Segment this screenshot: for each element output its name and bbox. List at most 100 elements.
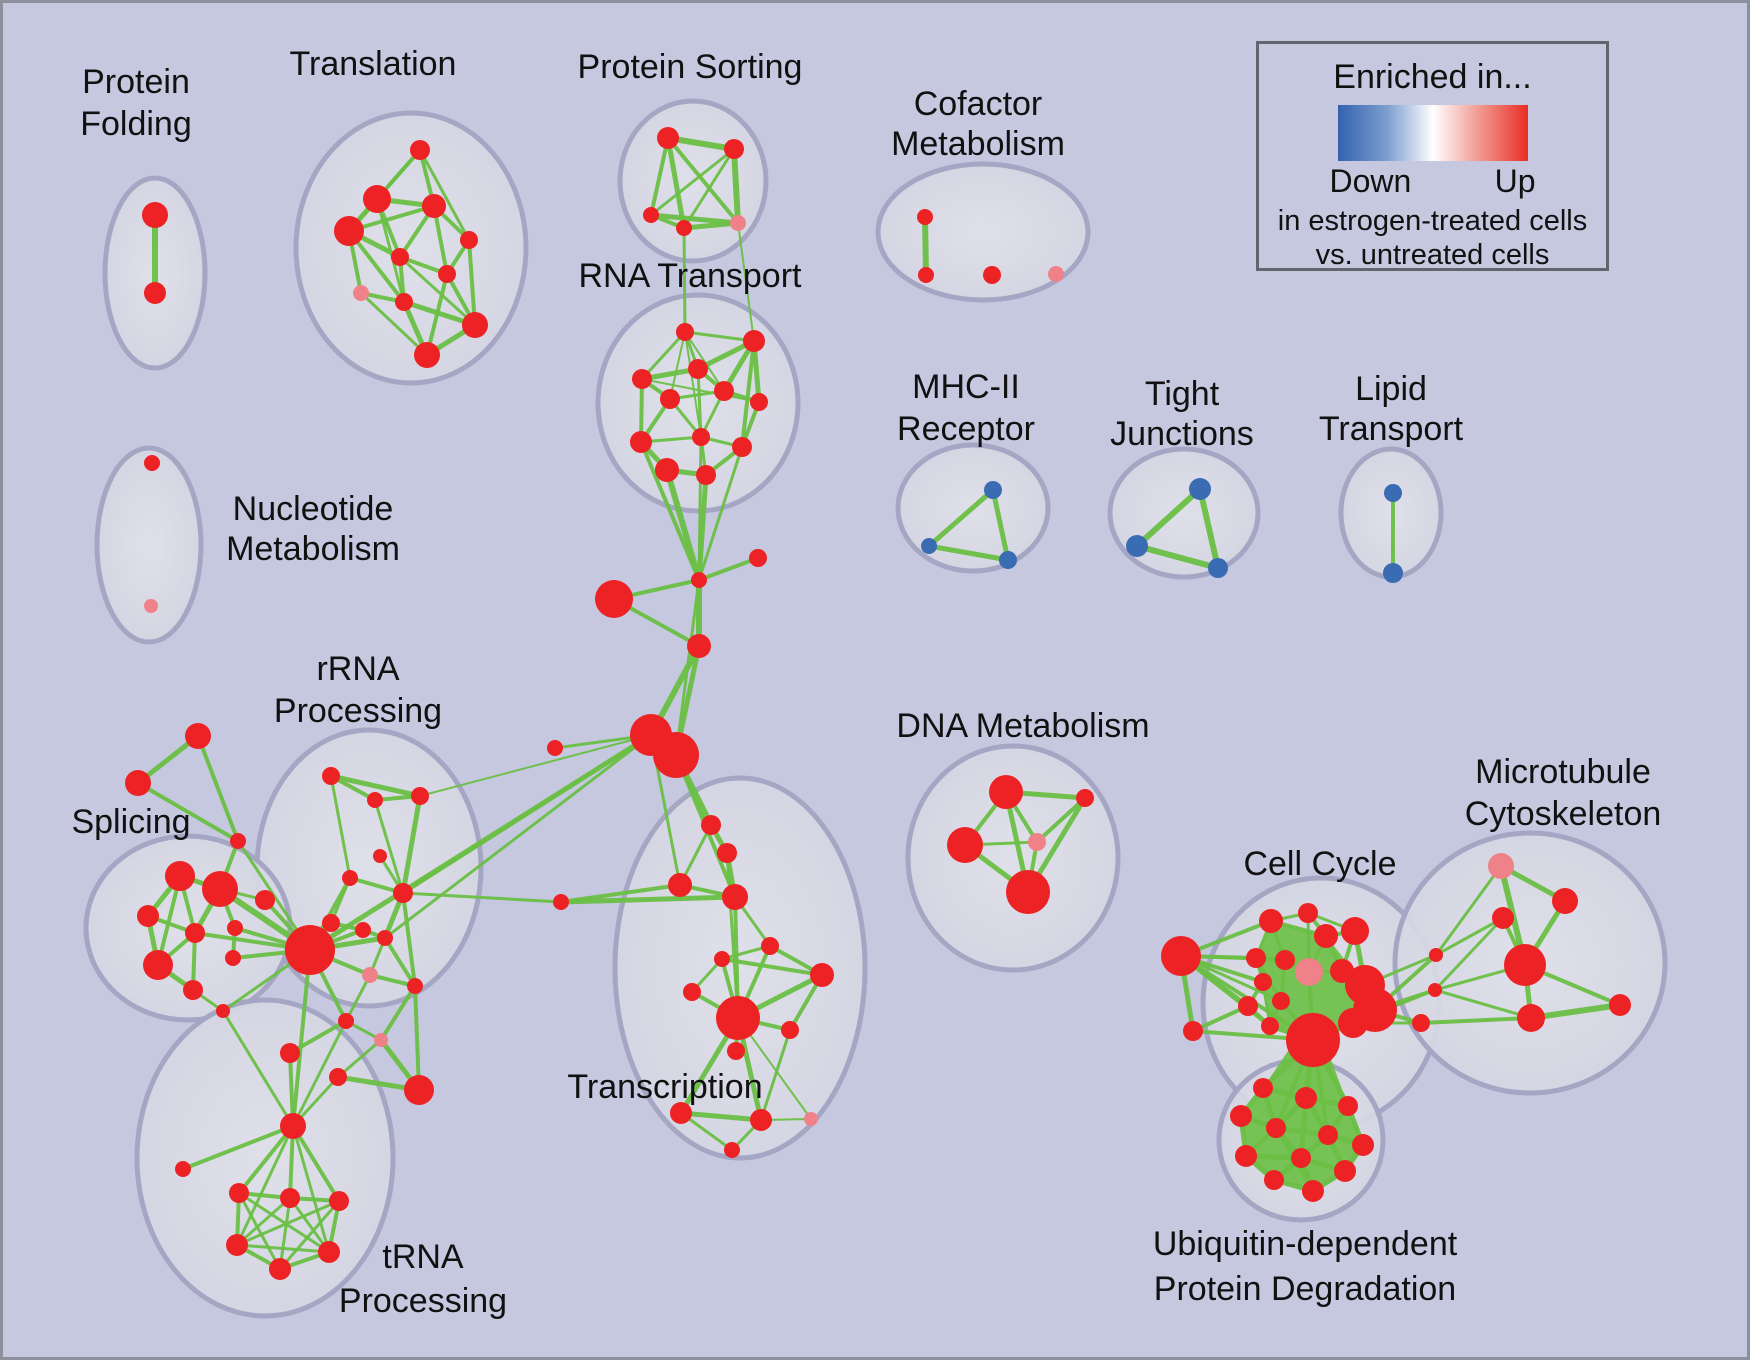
node-ps2[interactable] <box>724 139 744 159</box>
node-mt7[interactable] <box>1412 1014 1430 1032</box>
node-rt1[interactable] <box>676 323 694 341</box>
node-rt9[interactable] <box>630 431 652 453</box>
node-t5[interactable] <box>460 231 478 249</box>
node-tx13[interactable] <box>804 1112 818 1126</box>
node-tj2[interactable] <box>1126 535 1148 557</box>
node-tx1[interactable] <box>701 815 721 835</box>
node-rr6[interactable] <box>393 883 413 903</box>
node-cf1[interactable] <box>917 209 933 225</box>
node-mt3[interactable] <box>1429 948 1443 962</box>
node-txh[interactable] <box>716 996 760 1040</box>
node-rt3[interactable] <box>688 359 708 379</box>
node-ccb[interactable] <box>1286 1013 1340 1067</box>
node-j3[interactable] <box>595 580 633 618</box>
node-mt6[interactable] <box>1609 994 1631 1016</box>
node-u2[interactable] <box>1295 1087 1317 1109</box>
node-t10[interactable] <box>462 312 488 338</box>
node-rr8[interactable] <box>355 922 371 938</box>
node-st3[interactable] <box>230 833 246 849</box>
node-cc5[interactable] <box>1246 948 1266 968</box>
node-sp1[interactable] <box>165 861 195 891</box>
node-tx12[interactable] <box>750 1109 772 1131</box>
node-sp2[interactable] <box>202 871 238 907</box>
node-m1[interactable] <box>984 481 1002 499</box>
node-tj3[interactable] <box>1208 558 1228 578</box>
node-sp7[interactable] <box>227 920 243 936</box>
node-t9[interactable] <box>395 293 413 311</box>
node-sp3[interactable] <box>137 905 159 927</box>
node-m3[interactable] <box>999 551 1017 569</box>
node-tx8[interactable] <box>683 983 701 1001</box>
node-tx14[interactable] <box>724 1142 740 1158</box>
node-cc3[interactable] <box>1314 924 1338 948</box>
node-pf1[interactable] <box>142 202 168 228</box>
node-d2[interactable] <box>1076 789 1094 807</box>
node-rr9[interactable] <box>377 930 393 946</box>
node-rr15[interactable] <box>255 890 275 910</box>
node-tr6[interactable] <box>269 1258 291 1280</box>
node-rr4[interactable] <box>373 849 387 863</box>
node-sp9[interactable] <box>216 1004 230 1018</box>
node-tr2[interactable] <box>280 1188 300 1208</box>
node-st1[interactable] <box>185 723 211 749</box>
node-u5[interactable] <box>1266 1118 1286 1138</box>
node-u11[interactable] <box>1264 1170 1284 1190</box>
node-mt1[interactable] <box>1552 888 1578 914</box>
node-tx10[interactable] <box>727 1042 745 1060</box>
node-lt2[interactable] <box>1383 563 1403 583</box>
node-txl[interactable] <box>553 894 569 910</box>
node-u7[interactable] <box>1352 1134 1374 1156</box>
node-u6[interactable] <box>1318 1125 1338 1145</box>
node-tj1[interactable] <box>1189 478 1211 500</box>
node-d4[interactable] <box>1028 833 1046 851</box>
node-tr1[interactable] <box>229 1183 249 1203</box>
node-d1[interactable] <box>989 775 1023 809</box>
node-tb1[interactable] <box>329 1068 347 1086</box>
node-t1[interactable] <box>410 140 430 160</box>
node-t7[interactable] <box>438 265 456 283</box>
node-cc2[interactable] <box>1298 903 1318 923</box>
node-cc8[interactable] <box>1254 973 1272 991</box>
node-cch[interactable] <box>1161 936 1201 976</box>
node-u4[interactable] <box>1230 1105 1252 1127</box>
node-cc4[interactable] <box>1341 917 1369 945</box>
node-tx7[interactable] <box>810 963 834 987</box>
node-tx4[interactable] <box>722 884 748 910</box>
node-lt1[interactable] <box>1384 484 1402 502</box>
node-rr2[interactable] <box>367 792 383 808</box>
node-tx3[interactable] <box>668 873 692 897</box>
node-d3[interactable] <box>947 827 983 863</box>
node-u9[interactable] <box>1291 1148 1311 1168</box>
node-rt12[interactable] <box>696 465 716 485</box>
node-tx9[interactable] <box>781 1021 799 1039</box>
node-u10[interactable] <box>1334 1160 1356 1182</box>
node-trl[interactable] <box>175 1161 191 1177</box>
node-cc6[interactable] <box>1275 950 1295 970</box>
node-tx6[interactable] <box>714 951 730 967</box>
node-rr7[interactable] <box>322 914 340 932</box>
node-hub2[interactable] <box>653 732 699 778</box>
node-mt4[interactable] <box>1428 983 1442 997</box>
node-rt10[interactable] <box>732 437 752 457</box>
node-cc13[interactable] <box>1261 1017 1279 1035</box>
node-t4[interactable] <box>334 216 364 246</box>
node-t6[interactable] <box>391 248 409 266</box>
node-pf2[interactable] <box>144 282 166 304</box>
node-sp8[interactable] <box>225 950 241 966</box>
node-u3[interactable] <box>1338 1096 1358 1116</box>
node-mt5[interactable] <box>1517 1004 1545 1032</box>
node-mtb[interactable] <box>1504 944 1546 986</box>
node-t3[interactable] <box>422 194 446 218</box>
node-rr12[interactable] <box>338 1013 354 1029</box>
node-sp5[interactable] <box>143 950 173 980</box>
node-rr11[interactable] <box>407 978 423 994</box>
node-cc15[interactable] <box>1338 1008 1368 1038</box>
node-ccp[interactable] <box>1295 958 1323 986</box>
node-rr10[interactable] <box>362 967 378 983</box>
node-cf4[interactable] <box>1048 266 1064 282</box>
node-rr1[interactable] <box>322 767 340 785</box>
node-sp6[interactable] <box>183 980 203 1000</box>
node-cc14[interactable] <box>1183 1021 1203 1041</box>
node-tx5[interactable] <box>761 937 779 955</box>
node-j2[interactable] <box>749 549 767 567</box>
